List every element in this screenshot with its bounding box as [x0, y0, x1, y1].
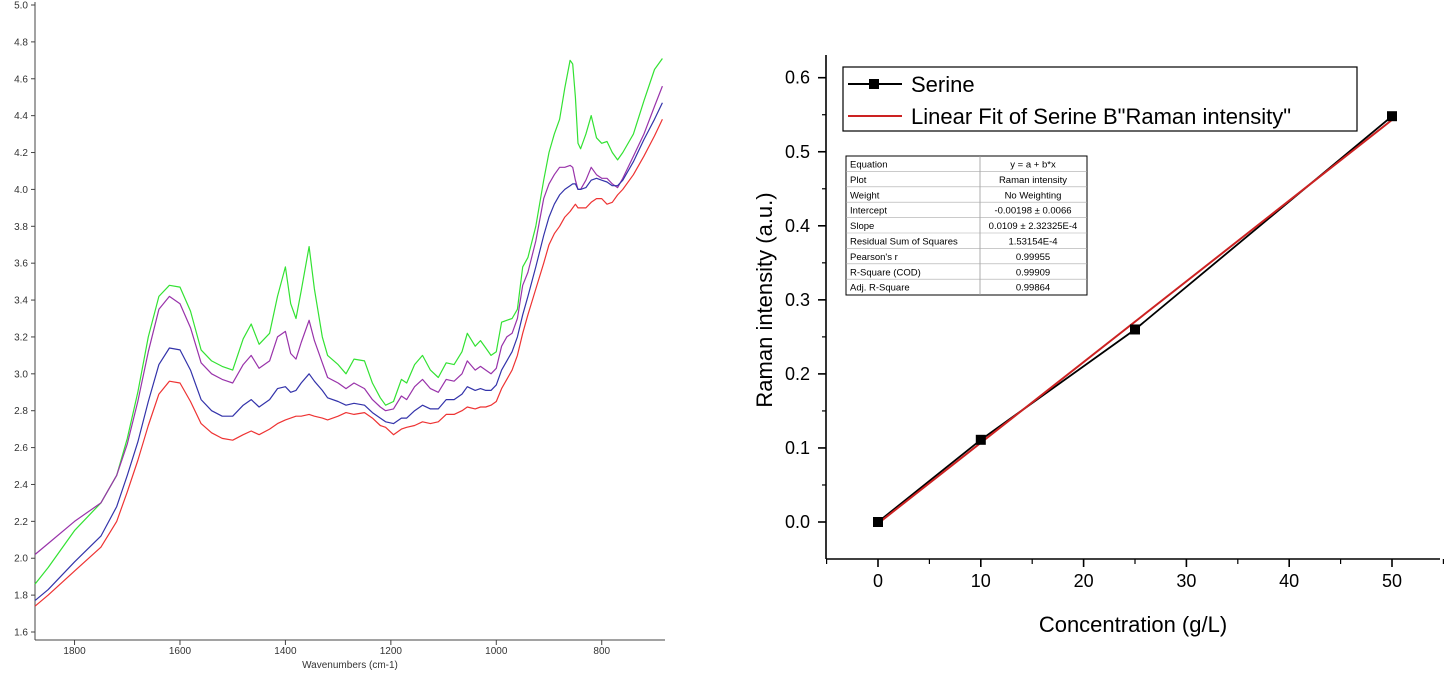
- serine-data-point: [873, 517, 883, 527]
- calibration-x-tick-label: 30: [1176, 571, 1196, 591]
- calibration-x-tick-label: 50: [1382, 571, 1402, 591]
- spectrum-line-1: [34, 58, 663, 585]
- spectra-y-tick-label: 1.8: [14, 591, 28, 602]
- spectrum-line-3: [34, 102, 663, 602]
- stats-row-label: Plot: [850, 175, 867, 186]
- stats-table-border: [845, 155, 1088, 296]
- calibration-series: [873, 111, 1397, 527]
- spectra-x-tick-label: 1400: [274, 646, 297, 657]
- stats-row-label: Slope: [850, 221, 874, 232]
- serine-data-point: [1130, 324, 1140, 335]
- linear-fit-line: [877, 119, 1393, 525]
- calibration-chart: 0.0 0.1 0.2 0.3 0.4 0.5 0.6 0 10 20 30 40 50 Concen…: [752, 55, 1445, 637]
- spectra-y-tick-label: 4.0: [14, 185, 28, 196]
- calibration-x-ticks: 0 10 20 30 40 50: [825, 559, 1445, 591]
- calibration-x-tick-label: 40: [1279, 571, 1299, 591]
- legend-serine-label: Serine: [911, 72, 975, 97]
- calibration-y-tick-label: 0.6: [785, 68, 810, 88]
- stats-row-value: y = a + b*x: [1010, 160, 1056, 171]
- calibration-x-axis-title: Concentration (g/L): [1039, 612, 1227, 637]
- calibration-y-ticks: 0.0 0.1 0.2 0.3 0.4 0.5 0.6: [785, 68, 826, 532]
- calibration-x-tick-label: 10: [971, 571, 991, 591]
- spectra-x-tick-label: 1000: [485, 646, 508, 657]
- spectra-chart: 1.6 1.8 2.0 2.2 2.4 2.6 2.8 3.0 3.2 3.4 3.6 3.8 4.0 4…: [14, 1, 665, 671]
- serine-data-point: [975, 434, 986, 445]
- calibration-x-tick-label: 0: [873, 571, 883, 591]
- spectra-y-tick-label: 1.6: [14, 628, 28, 639]
- stats-row-value: 0.0109 ± 2.32325E-4: [989, 221, 1078, 232]
- legend-box: [842, 66, 1358, 132]
- spectra-y-tick-label: 2.6: [14, 443, 28, 454]
- spectra-y-tick-label: 2.0: [14, 554, 28, 565]
- stats-row-label: Equation: [850, 160, 888, 171]
- stats-row-value: No Weighting: [1005, 190, 1062, 201]
- spectra-x-tick-label: 1600: [169, 646, 192, 657]
- spectra-x-tick-label: 1800: [63, 646, 86, 657]
- stats-row-label: R-Square (COD): [850, 267, 921, 278]
- spectra-y-tick-label: 2.8: [14, 406, 28, 417]
- spectra-y-tick-label: 3.0: [14, 369, 28, 380]
- spectra-y-tick-label: 4.4: [14, 111, 28, 122]
- spectra-y-tick-label: 3.2: [14, 332, 28, 343]
- stats-row-value: 1.53154E-4: [1008, 237, 1057, 248]
- calibration-legend: Serine Linear Fit of Serine B"Raman inte…: [842, 66, 1358, 132]
- spectrum-line-2: [34, 85, 663, 555]
- stats-row-label: Adj. R-Square: [850, 283, 910, 294]
- calibration-x-tick-label: 20: [1074, 571, 1094, 591]
- stats-row-label: Intercept: [850, 206, 887, 217]
- calibration-y-tick-label: 0.3: [785, 290, 810, 310]
- spectra-x-ticks: 1800 1600 1400 1200 1000 800: [63, 640, 611, 657]
- stats-row-label: Weight: [850, 190, 880, 201]
- stats-row-value: -0.00198 ± 0.0066: [994, 206, 1071, 217]
- spectra-y-tick-label: 2.2: [14, 517, 28, 528]
- spectra-x-tick-label: 800: [593, 646, 610, 657]
- legend-serine-marker: [869, 79, 879, 89]
- spectrum-line-4: [34, 119, 663, 607]
- spectra-x-tick-label: 1200: [380, 646, 403, 657]
- spectra-y-tick-label: 3.8: [14, 222, 28, 233]
- spectra-y-tick-label: 3.6: [14, 259, 28, 270]
- spectra-y-tick-label: 4.8: [14, 37, 28, 48]
- calibration-y-tick-label: 0.0: [785, 512, 810, 532]
- fit-statistics-table: Equation y = a + b*x Plot Raman intensity We…: [845, 155, 1088, 296]
- spectra-y-tick-label: 2.4: [14, 480, 28, 491]
- calibration-y-tick-label: 0.5: [785, 142, 810, 162]
- stats-row-label: Pearson's r: [850, 252, 898, 263]
- legend-fit-label: Linear Fit of Serine B"Raman intensity": [911, 104, 1291, 129]
- calibration-y-tick-label: 0.4: [785, 216, 810, 236]
- calibration-y-tick-label: 0.1: [785, 438, 810, 458]
- spectra-y-tick-label: 4.2: [14, 148, 28, 159]
- calibration-y-tick-label: 0.2: [785, 364, 810, 384]
- stats-row-value: 0.99909: [1016, 267, 1050, 278]
- stats-row-value: 0.99955: [1016, 252, 1050, 263]
- serine-data-point: [1387, 111, 1397, 122]
- stats-row-value: 0.99864: [1016, 283, 1050, 294]
- stats-row-label: Residual Sum of Squares: [850, 237, 958, 248]
- spectra-series: [34, 58, 663, 607]
- calibration-y-axis-title: Raman intensity (a.u.): [752, 192, 777, 407]
- spectra-y-tick-label: 3.4: [14, 296, 28, 307]
- spectra-x-axis-title: Wavenumbers (cm-1): [302, 660, 398, 671]
- spectra-y-tick-label: 5.0: [14, 1, 28, 12]
- spectra-y-tick-label: 4.6: [14, 74, 28, 85]
- spectra-y-ticks: 1.6 1.8 2.0 2.2 2.4 2.6 2.8 3.0 3.2 3.4 3.6 3.8 4.0 4…: [14, 1, 35, 639]
- stats-row-value: Raman intensity: [999, 175, 1067, 186]
- serine-data-line: [877, 115, 1393, 523]
